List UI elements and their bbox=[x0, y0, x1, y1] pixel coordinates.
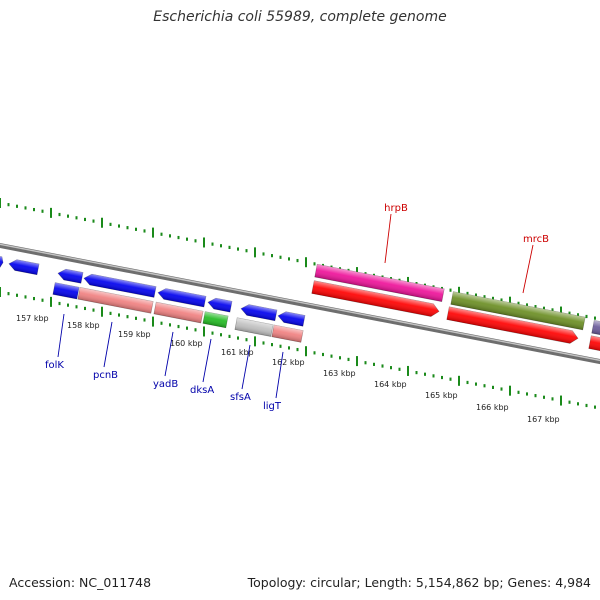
gene-box bbox=[202, 311, 229, 329]
gene-arrow-shine bbox=[0, 256, 4, 268]
backbone bbox=[0, 242, 600, 365]
gene-arrow-shine bbox=[208, 298, 233, 313]
gene-arrow-shine bbox=[311, 280, 440, 317]
gene-box bbox=[52, 282, 80, 300]
backbone-highlight bbox=[0, 243, 600, 362]
gene-label-leader bbox=[522, 244, 534, 294]
gene-box bbox=[271, 324, 304, 343]
gene-arrow bbox=[157, 288, 207, 308]
accession-text: Accession: NC_011748 bbox=[9, 575, 152, 590]
gene-label-leader bbox=[241, 344, 251, 390]
gene-label-leader bbox=[384, 213, 392, 264]
gene-arrow-shine bbox=[58, 269, 84, 284]
gene-arrow bbox=[277, 311, 306, 327]
gene-arrow bbox=[240, 304, 278, 322]
gene-arrow bbox=[8, 259, 40, 276]
gene-label-leader bbox=[202, 338, 212, 383]
gene-arrow bbox=[83, 273, 157, 298]
ruler-label: 159 kbp bbox=[118, 330, 151, 339]
gene-box-shine bbox=[153, 302, 204, 323]
gene-box-shine bbox=[52, 282, 80, 299]
gene-box-shine bbox=[271, 324, 304, 343]
gene-arrow bbox=[207, 297, 233, 313]
gene-arrow-shine bbox=[241, 304, 278, 321]
gene-box bbox=[588, 335, 600, 353]
ruler-label: 161 kbp bbox=[221, 348, 254, 357]
outer-tick-ring bbox=[0, 198, 596, 320]
gene-features bbox=[0, 255, 600, 353]
backbone-line bbox=[0, 242, 600, 365]
gene-arrow-shine bbox=[158, 288, 207, 308]
gene-label-folK: folK bbox=[45, 360, 64, 371]
ruler-label: 164 kbp bbox=[374, 380, 407, 389]
gene-box-shine bbox=[588, 335, 600, 353]
gene-box bbox=[314, 263, 445, 302]
ruler-label: 163 kbp bbox=[323, 369, 356, 378]
gene-label-leader bbox=[275, 351, 284, 399]
gene-arrow bbox=[57, 268, 84, 284]
gene-labels: folK pcnB yadB dksA sfsA ligT hrpB mrcB bbox=[45, 203, 549, 412]
gene-label-pcnB: pcnB bbox=[93, 370, 118, 381]
gene-box bbox=[234, 317, 274, 337]
ruler-label: 158 kbp bbox=[67, 321, 100, 330]
gene-box-shine bbox=[202, 311, 229, 328]
gene-arrow-shine bbox=[278, 311, 306, 327]
gene-label-yadB: yadB bbox=[153, 379, 178, 390]
gene-arrow bbox=[446, 306, 579, 344]
gene-arrow bbox=[0, 255, 4, 268]
gene-arrow-shine bbox=[83, 274, 157, 298]
inner-tick-ring bbox=[0, 287, 596, 409]
gene-box bbox=[591, 320, 600, 337]
page-title: Escherichia coli 55989, complete genome bbox=[153, 9, 447, 25]
gene-box bbox=[450, 291, 586, 331]
ruler-label: 157 kbp bbox=[16, 314, 49, 323]
ruler-label: 160 kbp bbox=[170, 339, 203, 348]
gene-label-ligT: ligT bbox=[263, 401, 282, 412]
gene-label-mrcB: mrcB bbox=[523, 234, 549, 245]
ruler-label: 167 kbp bbox=[527, 415, 560, 424]
gene-label-leader bbox=[164, 331, 174, 377]
ruler-labels: 157 kbp 158 kbp 159 kbp 160 kbp 161 kbp 162 k… bbox=[16, 314, 560, 424]
gene-box bbox=[153, 301, 204, 324]
gene-label-sfsA: sfsA bbox=[230, 392, 251, 403]
gene-box-shine bbox=[234, 317, 274, 337]
ruler-label: 166 kbp bbox=[476, 403, 509, 412]
gene-box bbox=[77, 287, 154, 314]
gene-box-shine bbox=[77, 287, 154, 314]
gene-arrow bbox=[311, 280, 440, 317]
gene-label-hrpB: hrpB bbox=[384, 203, 408, 214]
gene-box-shine bbox=[591, 320, 600, 337]
gene-arrow-shine bbox=[446, 306, 578, 344]
ruler-label: 165 kbp bbox=[425, 391, 458, 400]
genome-summary-text: Topology: circular; Length: 5,154,862 bp… bbox=[247, 575, 591, 590]
gene-label-dksA: dksA bbox=[190, 385, 214, 396]
gene-label-leader bbox=[103, 321, 113, 368]
gene-arrow-shine bbox=[8, 259, 40, 275]
gene-box-shine bbox=[314, 264, 445, 302]
gene-box-shine bbox=[450, 291, 586, 330]
gene-label-leader bbox=[57, 313, 65, 358]
ruler-label: 162 kbp bbox=[272, 358, 305, 367]
